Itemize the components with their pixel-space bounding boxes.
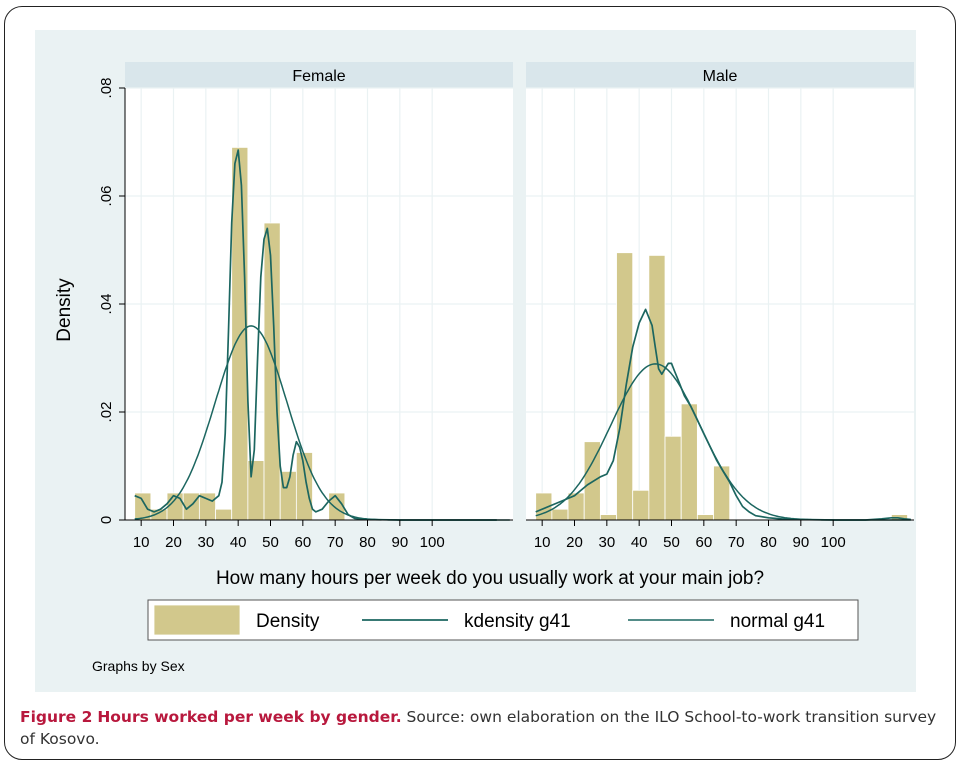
x-tick-label: 20 (165, 534, 182, 551)
histogram-bar (295, 452, 313, 521)
x-tick-label: 80 (359, 534, 376, 551)
histogram-bar (551, 508, 569, 521)
panel-male: Male 10 20 30 40 50 60 70 80 90 100 (526, 62, 914, 551)
x-tick-label: 10 (534, 534, 551, 551)
x-tick-label: 90 (792, 534, 809, 551)
y-tick-label: .08 (98, 78, 115, 99)
x-tick-label: 40 (230, 534, 247, 551)
x-tick-label: 50 (262, 534, 279, 551)
y-tick-label: .02 (98, 402, 115, 423)
x-axis-label: How many hours per week do you usually w… (216, 568, 764, 589)
x-tick-label: 20 (566, 534, 583, 551)
legend-box (147, 599, 859, 641)
panel-title: Male (703, 68, 738, 85)
histogram-bar (599, 514, 617, 521)
panel-female: Female 10 20 30 40 50 60 70 80 90 100 0 .02 .04 .06 .08 (98, 62, 513, 551)
histogram-bar (664, 435, 682, 521)
figure-caption: Figure 2 Hours worked per week by gender… (20, 706, 940, 750)
histogram-bar (583, 441, 601, 521)
histogram-bar (713, 465, 731, 521)
graphs-by-note: Graphs by Sex (92, 658, 185, 674)
histogram-bar (648, 254, 666, 521)
histogram-bar (215, 508, 233, 521)
histogram-bar (632, 489, 650, 521)
histogram-bar (696, 514, 714, 521)
x-tick-label: 100 (821, 534, 846, 551)
legend-density-label: Density (256, 611, 320, 632)
x-tick-label: 60 (294, 534, 311, 551)
x-tick-label: 90 (391, 534, 408, 551)
x-tick-label: 70 (327, 534, 344, 551)
x-tick-label: 70 (728, 534, 745, 551)
legend-density-swatch (153, 604, 241, 636)
panel-strip (526, 62, 914, 88)
panel-title: Female (292, 68, 345, 85)
legend-kdensity-label: kdensity g41 (464, 611, 571, 632)
x-tick-label: 30 (197, 534, 214, 551)
panel-strip (125, 62, 513, 88)
x-tick-label: 80 (760, 534, 777, 551)
legend-normal-label: normal g41 (730, 611, 825, 632)
x-tick-label: 30 (598, 534, 615, 551)
y-axis-label: Density (54, 278, 75, 342)
y-tick-label: .04 (98, 294, 115, 315)
caption-label: Figure 2 (20, 708, 93, 726)
caption-text: Source: own elaboration on the ILO Schoo… (20, 708, 937, 748)
x-tick-label: 60 (695, 534, 712, 551)
y-tick-label: 0 (98, 516, 115, 524)
x-tick-label: 40 (631, 534, 648, 551)
x-tick-label: 100 (420, 534, 445, 551)
y-tick-label: .06 (98, 186, 115, 207)
kdensity-curve (134, 149, 497, 521)
caption-title: Hours worked per week by gender. (97, 708, 402, 726)
x-tick-label: 50 (663, 534, 680, 551)
histogram-bar (680, 403, 698, 521)
x-tick-label: 10 (133, 534, 150, 551)
kdensity-curve (535, 308, 911, 521)
